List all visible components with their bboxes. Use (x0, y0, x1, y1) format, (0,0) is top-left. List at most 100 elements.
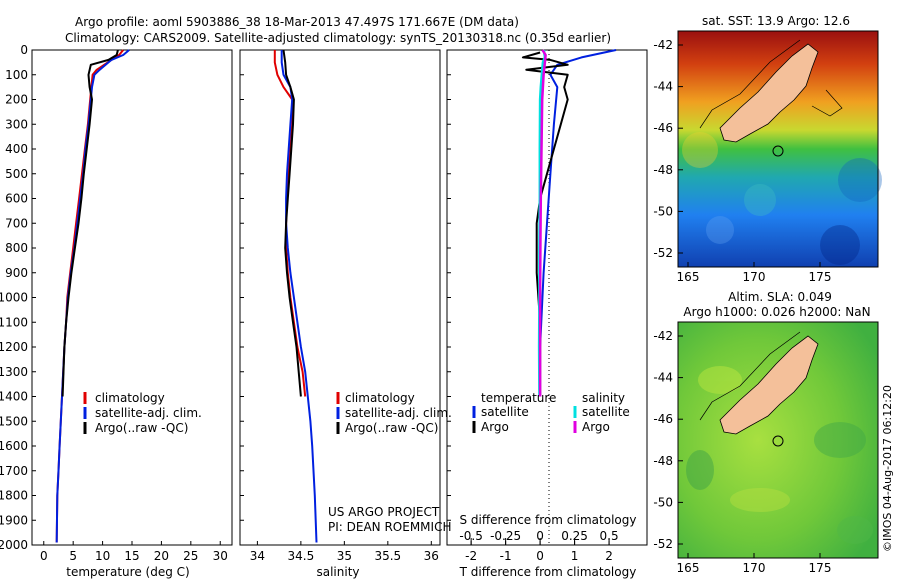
map-lat-label: -50 (653, 495, 673, 509)
argo-float-marker (772, 435, 784, 447)
sla-texture (686, 366, 873, 544)
s-difference-label: S difference from climatology (460, 513, 637, 527)
legend-climatology-label: climatology (345, 391, 415, 405)
difference-profiles (521, 49, 617, 397)
depth-tick-label: 1100 (0, 315, 28, 329)
sst-map-title: sat. SST: 13.9 Argo: 12.6 (702, 14, 850, 28)
x-tick-label: 2 (605, 549, 613, 563)
sla-map-axes: -42 -44 -46 -48 -50 -52 165 170 175 (653, 329, 831, 575)
depth-tick-label: 1200 (0, 340, 28, 354)
title-line-1: Argo profile: aoml 5903886_38 18-Mar-201… (75, 15, 519, 29)
sla-map-frame (677, 321, 879, 559)
legend-t-argo-label: Argo (481, 420, 509, 434)
map-lat-label: -44 (653, 371, 673, 385)
depth-axis: 0 100 200 300 400 500 600 700 800 900 1000 1100 1200… (0, 43, 451, 552)
sla-field (678, 322, 878, 558)
difference-legend: temperature salinity satellite Argo sate… (472, 391, 630, 434)
depth-tick-label: 600 (5, 192, 28, 206)
t-diff-argo-line (521, 51, 569, 397)
map-lon-label: 170 (743, 561, 766, 575)
x-tick-label: 1 (571, 549, 579, 563)
map-lat-label: -48 (653, 454, 673, 468)
legend-argo-label: Argo(..raw -QC) (345, 421, 438, 435)
depth-tick-label: 400 (5, 142, 28, 156)
map-lat-label: -52 (653, 246, 673, 260)
map-lat-label: -46 (653, 121, 673, 135)
s-tick-label: 0.25 (561, 529, 588, 543)
map-lon-label: 175 (809, 270, 832, 284)
x-tick-label: 20 (154, 549, 169, 563)
depth-tick-label: 1400 (0, 390, 28, 404)
legend-t-satellite-label: satellite (481, 405, 529, 419)
map-lat-label: -52 (653, 537, 673, 551)
sal-argo-line (282, 49, 302, 397)
bathymetry-contour (699, 331, 801, 421)
depth-tick-label: 1500 (0, 414, 28, 428)
s-tick-label: -0.5 (459, 529, 482, 543)
map-lat-label: -50 (653, 204, 673, 218)
depth-tick-label: 900 (5, 266, 28, 280)
t-difference-label: T difference from climatology (459, 565, 637, 579)
legend-satellite-label: satellite-adj. clim. (345, 406, 452, 420)
x-tick-label: 0 (40, 549, 48, 563)
imos-timestamp: ©IMOS 04-Aug-2017 06:12:20 (881, 385, 894, 552)
x-tick-label: 25 (183, 549, 198, 563)
depth-tick-label: 1000 (0, 291, 28, 305)
difference-x-axis: -2 -1 0 1 2 -0.5 -0.25 0 0.25 0.5 (459, 529, 618, 563)
map-lon-label: 170 (743, 270, 766, 284)
salinity-panel-frame (239, 49, 441, 546)
sst-map: -42 -44 -46 -48 -50 -52 165 170 175 (653, 30, 882, 284)
temperature-xlabel: temperature (deg C) (66, 565, 189, 579)
depth-tick-label: 700 (5, 216, 28, 230)
new-zealand-south-island (719, 43, 819, 143)
depth-tick-label: 1800 (0, 489, 28, 503)
sst-texture (682, 132, 882, 265)
legend-climatology-label: climatology (95, 391, 165, 405)
x-tick-label: -1 (500, 549, 512, 563)
sla-map-subtitle: Argo h1000: 0.026 h2000: NaN (683, 305, 870, 319)
sst-map-frame (677, 30, 879, 268)
temperature-panel-frame (31, 49, 233, 546)
x-tick-label: 10 (95, 549, 110, 563)
sal-satellite-line (280, 50, 318, 543)
temperature-legend: climatology satellite-adj. clim. Argo(..… (83, 391, 202, 435)
argo-float-marker (772, 145, 784, 157)
legend-temperature-title: temperature (481, 391, 556, 405)
legend-salinity-title: salinity (582, 391, 625, 405)
depth-tick-label: 800 (5, 241, 28, 255)
s-tick-label: 0 (536, 529, 544, 543)
legend-satellite-label: satellite-adj. clim. (95, 406, 202, 420)
sla-map-title: Altim. SLA: 0.049 (728, 290, 832, 304)
legend-argo-label: Argo(..raw -QC) (95, 421, 188, 435)
temperature-profiles (55, 49, 130, 543)
map-lat-label: -42 (653, 329, 673, 343)
x-tick-label: 34.5 (288, 549, 315, 563)
map-lat-label: -46 (653, 412, 673, 426)
salinity-xlabel: salinity (316, 565, 359, 579)
map-lat-label: -44 (653, 80, 673, 94)
depth-tick-label: 0 (20, 43, 28, 57)
map-lat-label: -42 (653, 38, 673, 52)
legend-s-satellite-label: satellite (582, 405, 630, 419)
salinity-x-axis: 34 34.5 35 35.5 36 (250, 541, 439, 563)
map-lon-label: 165 (677, 270, 700, 284)
credit-pi: PI: DEAN ROEMMICH (328, 520, 451, 534)
depth-tick-label: 100 (5, 68, 28, 82)
depth-tick-label: 500 (5, 167, 28, 181)
new-zealand-south-island (719, 335, 819, 435)
s-diff-argo-line (538, 49, 547, 397)
salinity-profiles (273, 49, 318, 543)
x-tick-label: 35.5 (374, 549, 401, 563)
depth-tick-label: 1900 (0, 513, 28, 527)
x-tick-label: 36 (424, 549, 439, 563)
legend-s-argo-label: Argo (582, 420, 610, 434)
x-tick-label: 5 (69, 549, 77, 563)
s-tick-label: -0.25 (490, 529, 521, 543)
x-tick-label: 0 (536, 549, 544, 563)
credit-project: US ARGO PROJECT (328, 505, 440, 519)
temp-satellite-line (55, 49, 130, 543)
depth-tick-label: 2000 (0, 538, 28, 552)
depth-tick-label: 1700 (0, 464, 28, 478)
s-tick-label: 0.5 (600, 529, 619, 543)
